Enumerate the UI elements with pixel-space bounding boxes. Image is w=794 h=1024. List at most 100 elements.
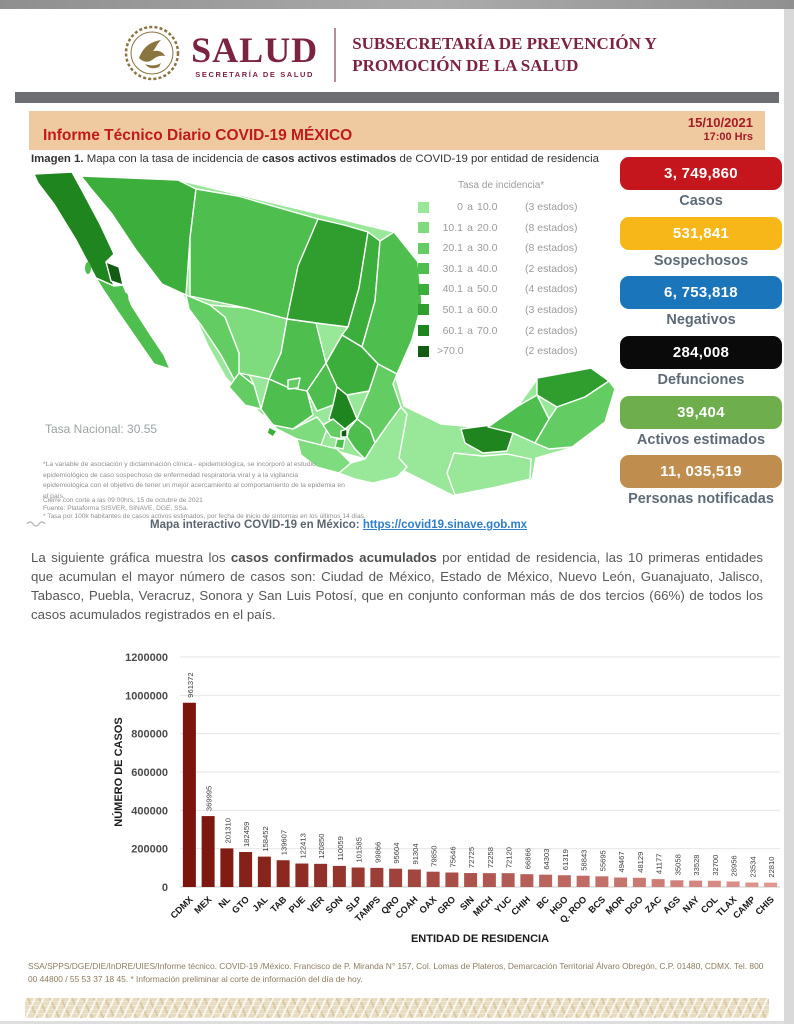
report-title-bar: Informe Técnico Diario COVID-19 MÉXICO 1… [29,111,765,150]
photo-edge-bottom [0,1021,784,1024]
body-paragraph: La siguiente gráfica muestra los casos c… [31,550,763,623]
map-footnote: *La variable de asociación y dictaminaci… [43,461,345,500]
bar-CDMX [182,702,196,887]
bar-value-label: 32700 [711,855,720,876]
legend-title: Tasa de incidencia* [458,180,545,191]
y-tick-label: 200000 [131,844,168,856]
y-tick-label: 800000 [131,729,168,741]
bar-value-label: 66866 [523,848,532,869]
bar-value-label: 23534 [748,856,757,877]
x-tick-label: CDMX [169,894,196,921]
legend-swatch [418,283,429,295]
map-section: Tasa de incidencia* 0 a 10.0 (3 estados) 10.… [0,166,794,538]
stat-badge: 531,841 [620,216,782,250]
bar-QRO [389,868,403,887]
bar-MICH [482,873,496,887]
bar-value-label: 22810 [767,857,776,878]
stats-column: 3, 749,860 Casos 531,841 Sospechosos 6, 753,… [620,157,782,515]
bar-SLP [351,867,365,887]
bar-HGO [557,875,571,887]
x-tick-label: ZAC [643,894,664,915]
bar-value-label: 48129 [636,852,645,873]
bar-TAMPS [370,867,384,887]
salud-wordmark: SALUD [191,29,319,70]
x-tick-label: CHIH [509,894,532,917]
bar-CHIS [764,882,778,887]
bar-value-label: 41177 [655,854,664,875]
national-rate: Tasa Nacional: 30.55 [45,422,158,436]
bar-YUC [501,873,515,887]
report-title: Informe Técnico Diario COVID-19 MÉXICO [43,127,353,144]
stat-badge: 6, 753,818 [620,276,782,310]
bar-value-label: 35058 [673,854,682,875]
y-tick-label: 0 [162,882,168,894]
legend-swatch [418,263,429,275]
salud-logo: SALUD SECRETARÍA DE SALUD [123,24,318,87]
map-rate-note: * Tasa por 100k habitantes de casos acti… [43,513,366,520]
photo-edge-top [0,0,794,9]
bar-ZAC [651,879,665,887]
bar-NAY [689,880,703,887]
legend-swatch [418,304,429,316]
stat-group: 39,404 Activos estimados [620,395,782,449]
bar-value-label: 201310 [223,818,232,843]
stat-group: 284,008 Defunciones [620,335,782,389]
report-datetime: 15/10/2021 17:00 Hrs [688,115,753,143]
stat-badge: 39,404 [620,395,782,429]
bar-MEX [201,816,215,887]
separator-bar [15,92,779,103]
bar-value-label: 95604 [392,843,401,864]
image-caption: Imagen 1. Mapa con la tasa de incidencia… [31,153,599,165]
x-tick-label: SON [324,894,345,915]
x-tick-label: TAB [269,894,289,914]
bar-value-label: 79850 [430,846,439,867]
bar-value-label: 72258 [486,847,495,868]
interactive-map-line: Mapa interactivo COVID-19 en México: htt… [150,519,528,531]
stat-label: Casos [679,193,723,209]
stat-group: 6, 753,818 Negativos [620,276,782,329]
stat-group: 11, 035,519 Personas notificadas [620,455,782,508]
bar-Q. ROO [576,875,590,887]
bar-value-label: 28956 [730,855,739,876]
x-tick-label: OAX [417,894,439,916]
bar-JAL [257,856,271,887]
bar-value-label: 64303 [542,849,551,870]
mexico-incidence-map [33,171,617,497]
bar-value-label: 49467 [617,851,626,872]
bar-NL [220,848,234,887]
bar-GRO [445,872,459,887]
x-tick-label: JAL [250,894,270,914]
bar-value-label: 110059 [336,836,345,861]
bar-value-label: 139607 [280,830,289,855]
bar-CHIH [520,874,534,887]
legend-swatch [418,345,429,357]
bar-GTO [239,852,253,887]
bar-TLAX [726,881,740,887]
legend-swatch [418,325,429,337]
bar-value-label: 122413 [298,833,307,858]
legend-row: 60.1 a 70.0 (2 estados) [418,325,608,337]
sinave-link[interactable]: https://covid19.sinave.gob.mx [362,519,528,531]
bar-SIN [464,873,478,887]
x-tick-label: CHIS [753,894,776,917]
cases-bar-chart: 0 200000 400000 600000 800000 1000000 1200000 9… [10,642,790,959]
incidence-legend: Tasa de incidencia* 0 a 10.0 (3 estados) 10.… [418,180,608,366]
stat-label: Defunciones [657,371,745,388]
x-tick-label: VER [306,894,327,915]
bar-value-label: 182459 [242,822,251,847]
bar-CAMP [745,882,759,887]
x-tick-label: MEX [192,894,214,916]
legend-row: 10.1 a 20.0 (8 estados) [418,222,608,234]
header: SALUD SECRETARÍA DE SALUD SUBSECRETARÍA … [0,20,780,90]
x-axis-title: ENTIDAD DE RESIDENCIA [411,933,549,945]
x-tick-label: MOR [604,894,626,916]
bar-value-label: 99866 [373,842,382,863]
y-tick-label: 400000 [131,805,168,817]
legend-row: 40.1 a 50.0 (4 estados) [418,283,608,295]
bar-value-label: 91304 [411,843,420,864]
bar-BCS [595,876,609,887]
bar-value-label: 961372 [186,672,195,697]
bar-SON [332,865,346,887]
legend-swatch [418,222,429,234]
bar-COL [707,880,721,887]
